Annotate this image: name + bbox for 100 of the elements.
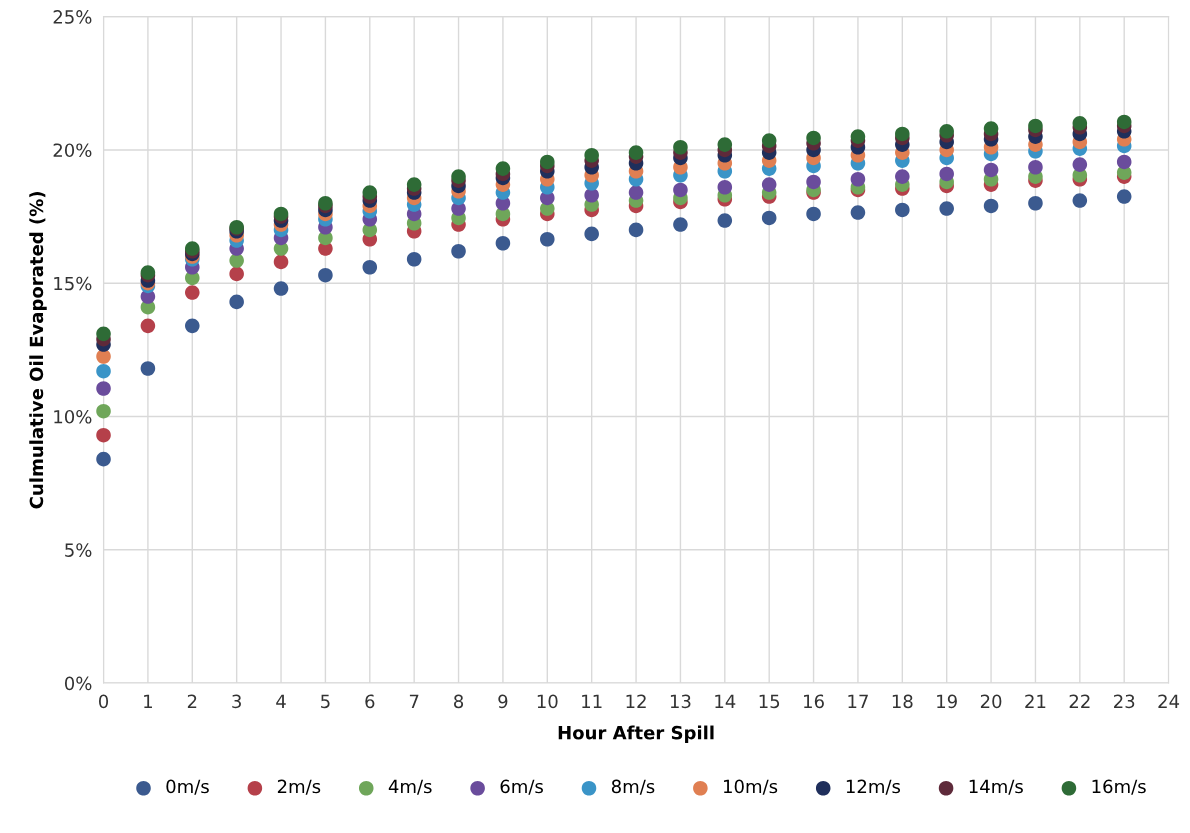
point	[273, 281, 289, 296]
x-tick-label: 3	[232, 694, 241, 709]
x-tick-label: 9	[498, 694, 508, 709]
point	[495, 235, 511, 251]
point	[673, 217, 688, 232]
point	[362, 259, 378, 275]
x-tick-label: 7	[409, 694, 419, 708]
y-tick-label: 20%	[53, 143, 92, 158]
point	[673, 182, 688, 198]
x-tick-label: 1	[144, 694, 152, 708]
point	[140, 318, 156, 334]
x-tick-label: 14	[715, 694, 736, 708]
point	[1116, 114, 1132, 130]
point	[185, 318, 200, 334]
point	[850, 205, 866, 220]
point	[761, 177, 777, 192]
point	[584, 147, 599, 163]
point	[806, 174, 821, 190]
y-tick-label: 0%	[64, 676, 92, 691]
point	[96, 451, 111, 467]
x-tick-label: 19	[937, 694, 957, 709]
point	[229, 294, 244, 310]
point	[185, 285, 200, 300]
point	[983, 162, 999, 178]
legend-label: 8m/s	[611, 779, 655, 795]
point	[229, 253, 244, 268]
y-tick-label: 10%	[54, 409, 92, 424]
point	[451, 243, 466, 259]
x-tick-label: 17	[848, 694, 868, 708]
point	[96, 326, 111, 342]
y-axis-title: Culmulative Oil Evaporated (%)	[29, 191, 47, 509]
point	[939, 201, 954, 216]
x-tick-label: 15	[759, 694, 780, 709]
y-tick-label: 5%	[65, 543, 92, 557]
point	[540, 154, 555, 170]
point	[717, 213, 733, 228]
point	[1072, 193, 1088, 208]
point	[406, 177, 422, 192]
point	[761, 210, 777, 226]
point	[406, 251, 422, 267]
x-axis-title: Hour After Spill	[558, 725, 714, 744]
x-tick-label: 12	[626, 694, 646, 708]
point	[628, 222, 644, 238]
point	[983, 121, 999, 136]
x-tick-label: 22	[1069, 694, 1090, 708]
legend-label: 4m/s	[388, 779, 432, 795]
point	[1116, 154, 1132, 170]
point	[1028, 195, 1043, 211]
point	[318, 267, 333, 283]
x-tick-label: 11	[582, 694, 602, 708]
point	[673, 139, 688, 155]
point	[96, 363, 111, 379]
x-tick-label: 18	[892, 694, 913, 709]
x-tick-label: 23	[1114, 694, 1135, 709]
point	[761, 133, 777, 148]
point	[584, 226, 599, 242]
point	[273, 254, 289, 270]
y-tick-label: 15%	[54, 276, 92, 291]
point	[983, 198, 999, 214]
x-tick-label: 10	[537, 694, 558, 709]
point	[628, 185, 644, 200]
point	[140, 361, 156, 376]
point	[939, 166, 954, 182]
point	[1072, 116, 1088, 131]
point	[451, 169, 466, 184]
point	[96, 403, 111, 419]
x-tick-label: 0	[98, 694, 109, 709]
point	[717, 179, 733, 195]
legend-label: 0m/s	[166, 779, 209, 795]
x-tick-label: 16	[804, 694, 824, 709]
point	[717, 137, 733, 152]
point	[939, 124, 954, 139]
y-tick-label: 25%	[53, 10, 92, 24]
legend-label: 12m/s	[846, 779, 901, 795]
point	[1028, 118, 1043, 134]
x-tick-label: 6	[365, 694, 375, 709]
x-tick-label: 8	[454, 694, 464, 709]
point	[850, 129, 866, 144]
point	[96, 381, 111, 396]
x-tick-label: 24	[1158, 694, 1180, 708]
point	[850, 171, 866, 187]
point	[362, 185, 378, 200]
x-tick-label: 20	[980, 694, 1002, 709]
point	[1028, 159, 1043, 175]
x-tick-label: 4	[276, 694, 286, 708]
legend-label: 2m/s	[277, 779, 321, 795]
point	[806, 206, 821, 222]
legend-label: 10m/s	[724, 779, 778, 795]
point	[895, 169, 910, 184]
point	[495, 161, 511, 176]
legend-label: 16m/s	[1092, 779, 1146, 795]
point	[229, 266, 244, 282]
x-tick-label: 2	[187, 694, 197, 708]
point	[1072, 157, 1088, 172]
point	[895, 126, 910, 142]
legend-label: 14m/s	[969, 779, 1023, 795]
point	[895, 202, 910, 218]
point	[540, 231, 555, 247]
point	[806, 130, 821, 146]
x-tick-label: 21	[1025, 694, 1046, 708]
